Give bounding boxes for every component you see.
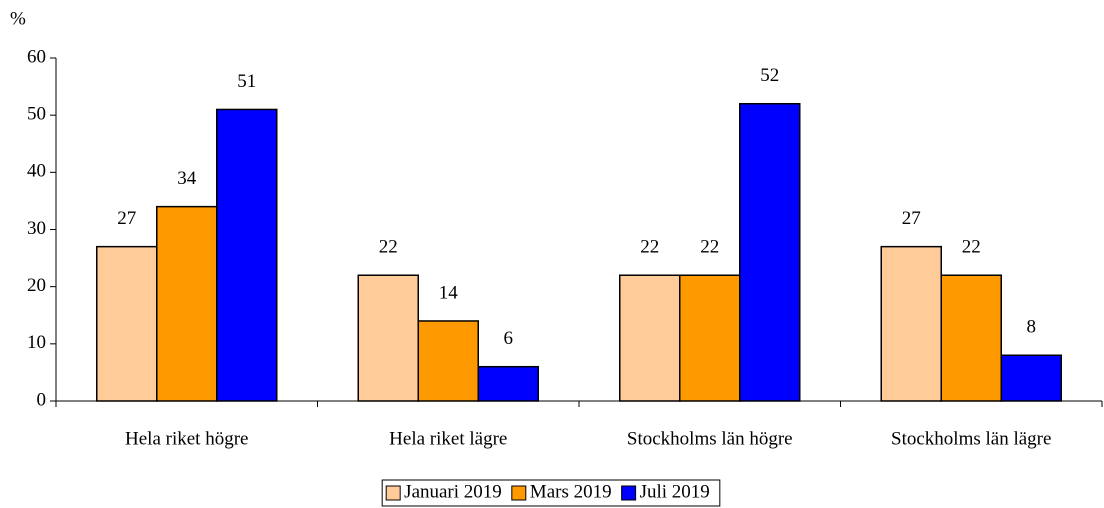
data-label: 52: [760, 65, 779, 86]
bar: [880, 245, 942, 402]
data-label: 8: [1027, 317, 1037, 338]
y-tick-label: 50: [27, 104, 46, 125]
legend-swatch: [621, 485, 637, 501]
data-label: 22: [962, 237, 981, 258]
legend-label: Januari 2019: [404, 481, 502, 502]
bar: [96, 245, 158, 402]
bar: [679, 274, 741, 402]
y-tick-label: 20: [27, 275, 46, 296]
y-tick-label: 40: [27, 161, 46, 182]
y-tick-label: 10: [27, 332, 46, 353]
bar: [940, 274, 1002, 402]
bar: [417, 320, 479, 402]
x-tick-label: Hela riket högre: [125, 428, 248, 449]
legend-label: Mars 2019: [530, 481, 612, 502]
data-label: 34: [177, 168, 197, 189]
data-label: 27: [117, 208, 136, 229]
legend-swatch: [511, 485, 527, 501]
legend-box: [381, 479, 721, 507]
bar: [1000, 354, 1062, 402]
data-label: 22: [640, 237, 659, 258]
bar: [477, 365, 539, 402]
x-tick-label: Stockholms län högre: [627, 428, 793, 449]
data-label: 22: [700, 237, 719, 258]
bar: [156, 205, 218, 402]
y-tick-label: 30: [27, 218, 46, 239]
y-tick-label: 0: [37, 389, 47, 410]
bar: [357, 274, 419, 402]
bar: [739, 102, 801, 402]
data-label: 51: [237, 71, 256, 92]
y-tick-label: 60: [27, 46, 46, 67]
bar: [216, 108, 278, 402]
data-label: 22: [379, 237, 398, 258]
bar: [619, 274, 681, 402]
y-axis-label: %: [10, 8, 26, 29]
x-tick-label: Hela riket lägre: [389, 428, 507, 449]
data-label: 27: [902, 208, 921, 229]
legend-swatch: [385, 485, 401, 501]
data-label: 14: [439, 282, 459, 303]
x-tick-label: Stockholms län lägre: [891, 428, 1051, 449]
legend-label: Juli 2019: [640, 481, 710, 502]
data-label: 6: [504, 328, 514, 349]
